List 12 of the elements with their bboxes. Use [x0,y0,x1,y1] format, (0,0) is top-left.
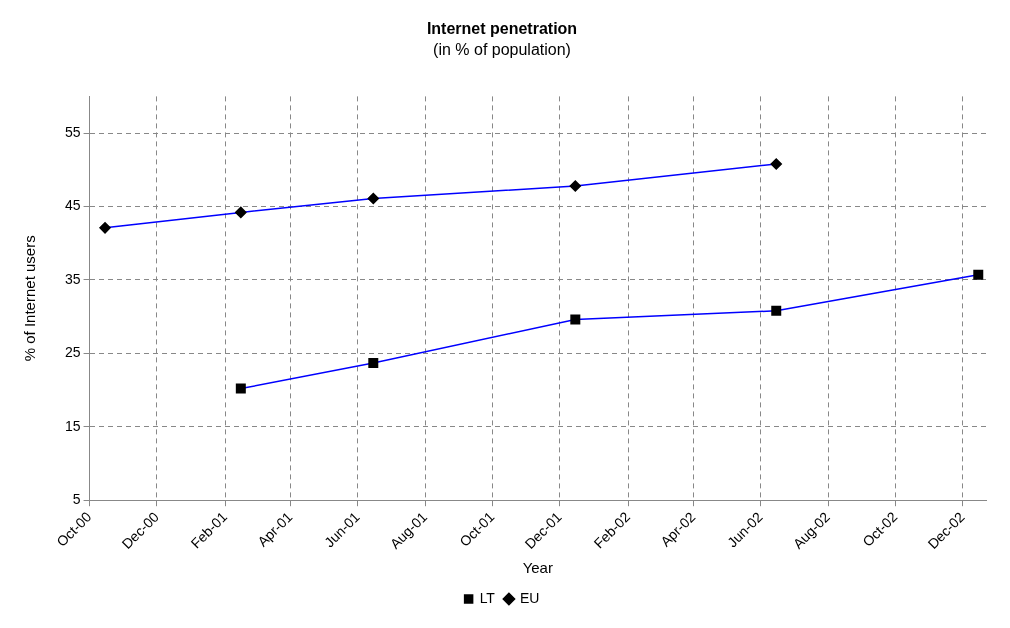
x-axis-title: Year [522,559,553,577]
y-tick-label: 45 [64,197,81,214]
chart-subtitle: (in % of population) [433,41,571,59]
chart-title: Internet penetration [426,20,578,38]
legend-label: EU [519,589,540,606]
y-axis-title: % of Internet users [21,235,39,362]
y-tick-label: 15 [64,417,81,434]
y-tick-label: 35 [64,270,81,287]
y-tick-label: 55 [64,123,81,140]
legend-label: LT [479,589,496,606]
y-tick-label: 5 [72,491,81,508]
y-tick-label: 25 [64,344,81,361]
